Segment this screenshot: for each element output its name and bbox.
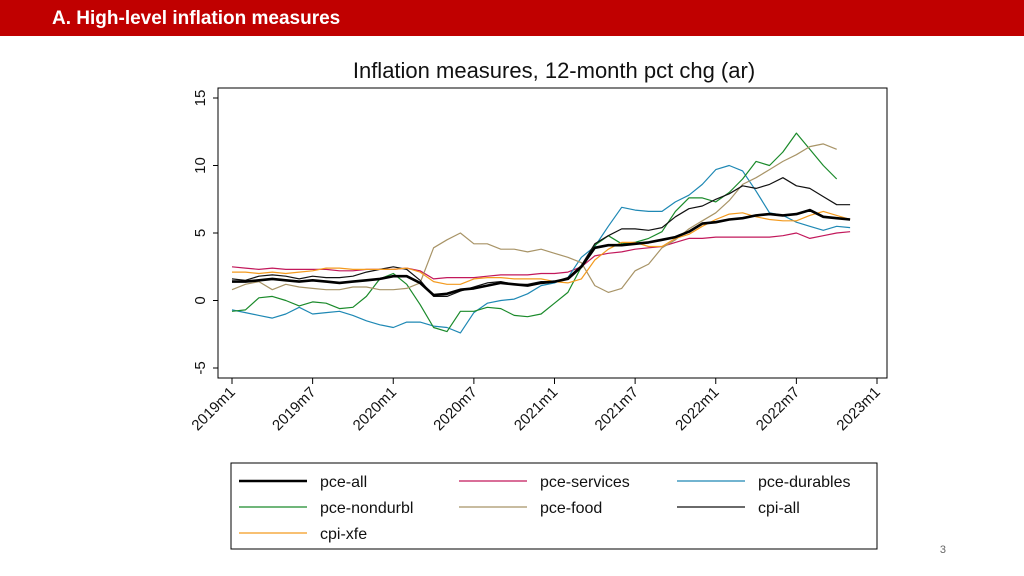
legend-label-pce-services: pce-services	[540, 474, 630, 491]
x-tick-label: 2020m7	[430, 384, 480, 434]
legend-label-cpi-all: cpi-all	[758, 500, 800, 517]
y-tick-label: -5	[192, 361, 209, 374]
plot-frame	[217, 87, 888, 379]
x-tick-label: 2023m1	[833, 384, 883, 434]
y-tick-label: 5	[192, 229, 209, 237]
series-line-pce-all	[232, 208, 851, 297]
y-axis: -5 0 5 10 15	[192, 90, 218, 375]
legend-label-pce-food: pce-food	[540, 500, 602, 517]
y-tick-label: 0	[192, 296, 209, 304]
x-tick-label: 2020m1	[350, 384, 400, 434]
x-tick-label: 2019m1	[188, 384, 238, 434]
header-bar: A. High-level inflation measures	[0, 0, 1024, 36]
series-line-pce-durables	[231, 164, 851, 334]
x-tick-label: 2022m7	[753, 384, 803, 434]
page-number: 3	[939, 544, 946, 556]
series-line-pce-nondurbl	[231, 132, 838, 333]
legend-frame	[230, 462, 878, 550]
series-line-pce-services	[231, 231, 851, 280]
legend-label-pce-all: pce-all	[320, 474, 367, 491]
x-tick-label: 2021m7	[592, 384, 642, 434]
series-line-cpi-xfe	[232, 210, 851, 285]
legend-label-pce-nondurbl: pce-nondurbl	[320, 500, 413, 517]
x-tick-label: 2021m1	[511, 384, 561, 434]
chart-title: Inflation measures, 12-month pct chg (ar…	[353, 58, 755, 83]
legend: pce-all pce-services pce-durables pce-nondu…	[230, 462, 878, 550]
x-axis: 2019m1 2019m7 2020m1 2020m7 2021m1 2021m7 2022…	[188, 378, 884, 434]
y-tick-label: 10	[192, 157, 209, 174]
series-layer	[231, 132, 851, 334]
x-tick-label: 2022m1	[672, 384, 722, 434]
header-title: A. High-level inflation measures	[52, 8, 341, 29]
legend-label-cpi-xfe: cpi-xfe	[320, 526, 367, 543]
x-tick-label: 2019m7	[269, 384, 319, 434]
series-line-pce-food	[231, 143, 837, 293]
legend-label-pce-durables: pce-durables	[758, 474, 851, 491]
y-tick-label: 15	[192, 90, 209, 107]
